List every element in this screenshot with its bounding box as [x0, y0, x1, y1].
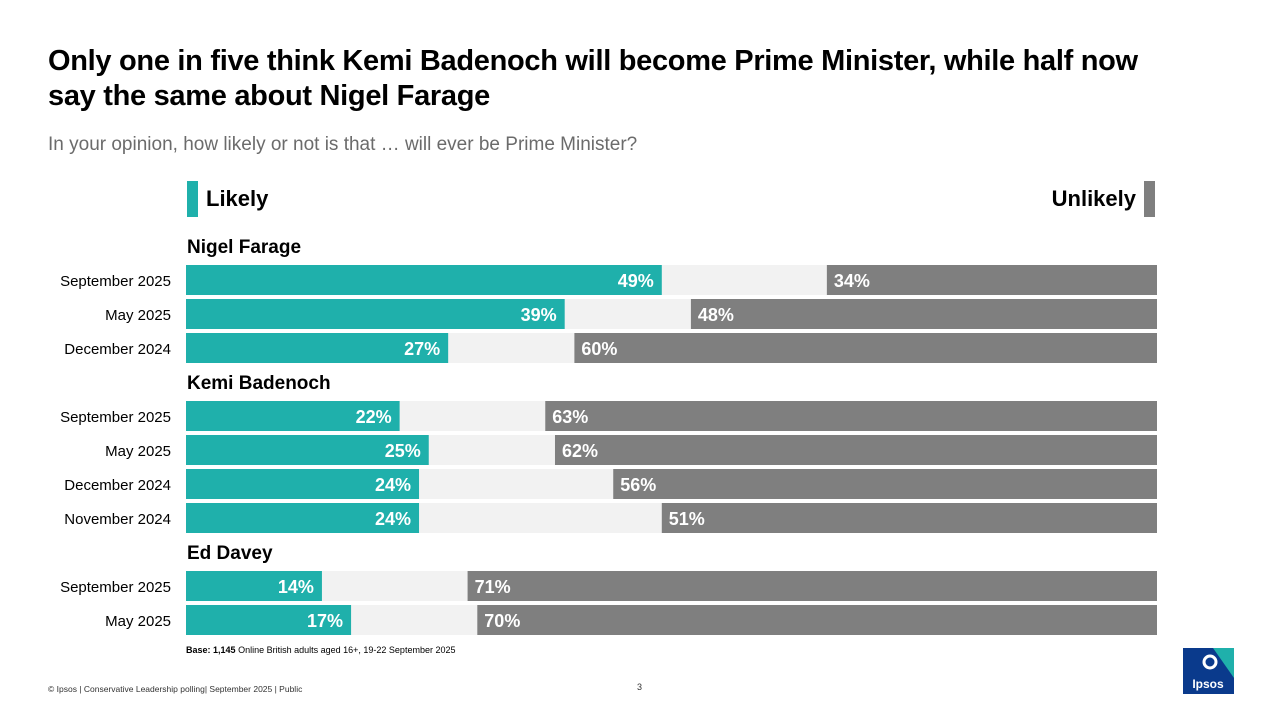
data-label-unlikely: 62%	[562, 441, 598, 461]
data-label-unlikely: 51%	[669, 509, 705, 529]
bar-unlikely	[467, 571, 1158, 601]
row-label: September 2025	[60, 273, 171, 290]
data-label-likely: 24%	[375, 475, 411, 495]
data-label-unlikely: 56%	[620, 475, 656, 495]
legend-unlikely-label: Unlikely	[1051, 186, 1136, 211]
base-text: Online British adults aged 16+, 19-22 Se…	[238, 645, 456, 655]
page-title: Only one in five think Kemi Badenoch wil…	[48, 45, 1138, 112]
data-label-likely: 27%	[404, 339, 440, 359]
ipsos-logo: Ipsos	[1183, 648, 1234, 694]
data-label-unlikely: 34%	[834, 271, 870, 291]
data-label-likely: 17%	[307, 611, 343, 631]
base-value: 1,145	[213, 645, 236, 655]
bar-likely	[186, 299, 565, 329]
data-label-likely: 24%	[375, 509, 411, 529]
row-label: September 2025	[60, 579, 171, 596]
legend-likely-swatch	[187, 181, 198, 217]
bar-unlikely	[826, 265, 1157, 295]
data-label-likely: 14%	[278, 577, 314, 597]
bar-likely	[186, 265, 662, 295]
data-label-unlikely: 48%	[698, 305, 734, 325]
base-footnote: Base: 1,145 Online British adults aged 1…	[186, 645, 455, 655]
page-number: 3	[637, 682, 643, 692]
data-label-likely: 39%	[521, 305, 557, 325]
bar-unlikely	[613, 469, 1157, 499]
row-label: December 2024	[64, 341, 171, 358]
group-heading: Ed Davey	[187, 543, 273, 564]
bar-unlikely	[574, 333, 1157, 363]
bar-likely	[186, 503, 420, 533]
base-label: Base:	[186, 645, 211, 655]
row-label: September 2025	[60, 409, 171, 426]
data-label-unlikely: 70%	[484, 611, 520, 631]
data-label-likely: 49%	[618, 271, 654, 291]
data-label-likely: 22%	[356, 407, 392, 427]
bar-unlikely	[690, 299, 1157, 329]
row-label: May 2025	[105, 613, 171, 630]
data-label-unlikely: 63%	[552, 407, 588, 427]
question-subtitle: In your opinion, how likely or not is th…	[48, 134, 638, 155]
legend-likely: Likely	[187, 181, 268, 217]
data-label-unlikely: 71%	[475, 577, 511, 597]
footer-text: © Ipsos | Conservative Leadership pollin…	[48, 684, 303, 694]
bar-likely	[186, 401, 400, 431]
bar-unlikely	[545, 401, 1157, 431]
bar-unlikely	[661, 503, 1157, 533]
bar-unlikely	[477, 605, 1157, 635]
bar-likely	[186, 435, 429, 465]
legend-unlikely-swatch	[1144, 181, 1155, 217]
bar-unlikely	[554, 435, 1157, 465]
row-label: May 2025	[105, 443, 171, 460]
bar-likely	[186, 605, 352, 635]
row-label: May 2025	[105, 307, 171, 324]
logo-text: Ipsos	[1192, 677, 1224, 691]
data-label-unlikely: 60%	[581, 339, 617, 359]
bar-likely	[186, 333, 449, 363]
bar-likely	[186, 571, 322, 601]
legend-likely-label: Likely	[206, 186, 269, 211]
group-heading: Nigel Farage	[187, 237, 301, 258]
row-label: December 2024	[64, 477, 171, 494]
group-heading: Kemi Badenoch	[187, 373, 331, 394]
legend-unlikely: Unlikely	[1052, 181, 1155, 217]
bar-likely	[186, 469, 420, 499]
data-label-likely: 25%	[385, 441, 421, 461]
row-label: November 2024	[64, 511, 171, 528]
